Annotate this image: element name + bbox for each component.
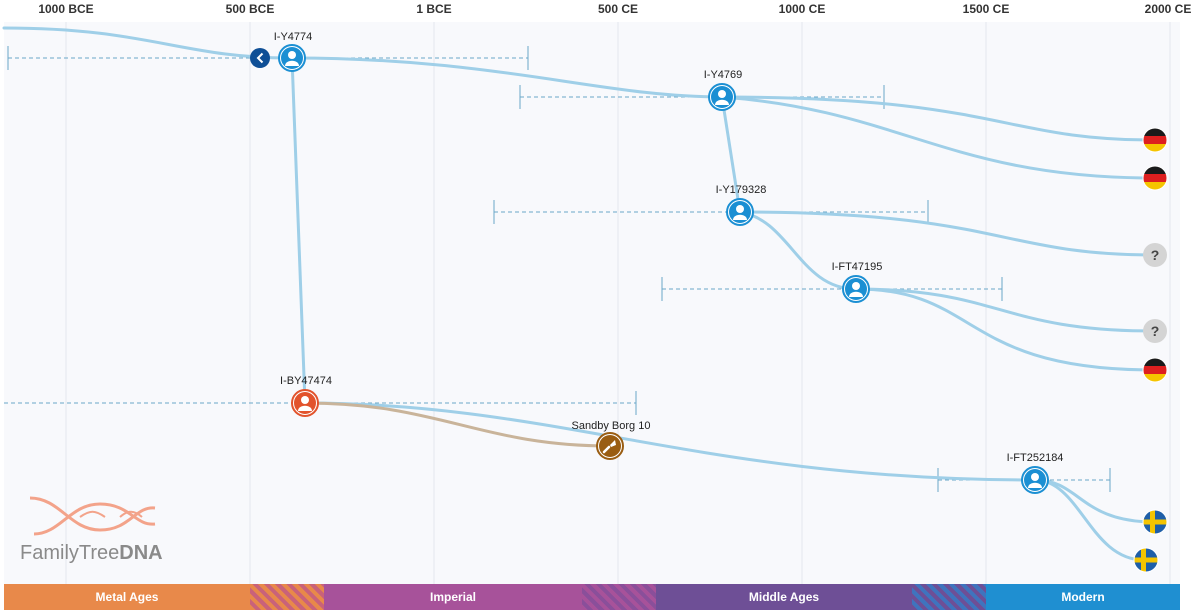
germany-flag[interactable]: [1142, 165, 1168, 191]
node-n7[interactable]: [1021, 466, 1049, 494]
unknown-glyph: ?: [1151, 323, 1160, 339]
node-label[interactable]: I-Y4769: [703, 69, 743, 81]
logo-wordmark: FamilyTreeDNA: [20, 542, 163, 565]
era-middle-ages: Middle Ages: [656, 584, 912, 610]
era-metal-ages: Metal Ages: [4, 584, 250, 610]
node-label[interactable]: I-Y179328: [715, 184, 767, 196]
lineage-line: [720, 95, 742, 214]
lineage-line: [854, 287, 1156, 333]
lineage-line: [303, 401, 1037, 482]
grid-lines: [65, 22, 1171, 584]
person-icon: [849, 282, 863, 297]
axis-tick-label: 1000 BCE: [38, 2, 94, 16]
axis-tick-label: 1500 CE: [962, 2, 1010, 16]
collapse-button[interactable]: [250, 48, 270, 68]
unknown-country-icon[interactable]: ?: [1143, 319, 1167, 343]
germany-flag[interactable]: [1142, 127, 1168, 153]
node-n5[interactable]: [291, 389, 319, 417]
age-range-n3: [493, 200, 929, 224]
unknown-country-icon[interactable]: ?: [1143, 243, 1167, 267]
axis-tick-label: 1000 CE: [778, 2, 826, 16]
era-imperial: Imperial: [324, 584, 582, 610]
axis-tick-label: 500 BCE: [225, 2, 275, 16]
axis-tick-label: 1 BCE: [416, 2, 452, 16]
lineage-line: [1033, 478, 1146, 562]
age-range-n4: [661, 277, 1003, 301]
ancient-sample-line: [304, 401, 611, 448]
sweden-flag[interactable]: [1142, 509, 1168, 535]
lineage-line: [290, 56, 307, 405]
node-label[interactable]: I-FT252184: [1006, 452, 1064, 464]
node-label[interactable]: I-Y4774: [273, 31, 313, 43]
lineage-lines: [2, 26, 1156, 562]
lineage-line: [738, 210, 858, 291]
lineage-line: [290, 56, 724, 99]
node-n6[interactable]: [596, 432, 624, 460]
trowel-icon: [602, 440, 616, 454]
node-n2[interactable]: [708, 83, 736, 111]
logo-text-b: DNA: [119, 542, 163, 564]
era-modern: Modern: [986, 584, 1180, 610]
era-transition: [582, 584, 656, 610]
unknown-glyph: ?: [1151, 247, 1160, 263]
lineage-line: [720, 95, 1156, 142]
node-label[interactable]: I-FT47195: [831, 261, 883, 273]
era-bar: Metal Ages Imperial Middle Ages Modern: [4, 584, 1180, 610]
era-transition: [912, 584, 986, 610]
person-icon: [285, 51, 299, 66]
lineage-line: [720, 95, 1156, 180]
node-n3[interactable]: [726, 198, 754, 226]
familytreedna-logo: FamilyTreeDNA: [20, 490, 170, 565]
node-label[interactable]: I-BY47474: [280, 375, 332, 387]
plot-background: [4, 22, 1180, 584]
lineage-line: [854, 287, 1156, 372]
chevron-left-icon: [256, 52, 264, 64]
era-transition: [250, 584, 324, 610]
person-icon: [715, 90, 729, 105]
sweden-flag[interactable]: [1133, 547, 1159, 573]
person-icon: [733, 205, 747, 220]
lineage-line: [738, 210, 1156, 257]
person-icon: [1028, 473, 1042, 488]
axis-tick-label: 500 CE: [597, 2, 639, 16]
dna-helix-icon: [29, 496, 156, 536]
axis-tick-label: 2000 CE: [1144, 2, 1192, 16]
node-n1[interactable]: [278, 44, 306, 72]
node-n4[interactable]: [842, 275, 870, 303]
logo-text-a: FamilyTree: [20, 542, 120, 564]
node-label[interactable]: Sandby Borg 10: [571, 420, 651, 432]
germany-flag[interactable]: [1142, 357, 1168, 383]
person-icon: [298, 396, 312, 411]
